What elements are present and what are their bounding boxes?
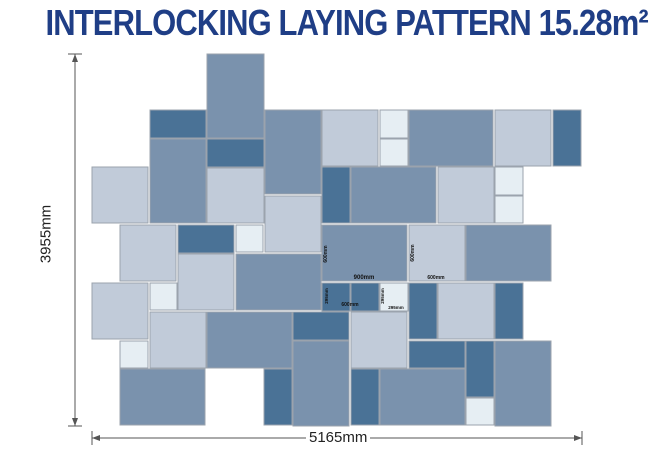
medium-tile (437, 282, 495, 340)
small-tile (379, 282, 409, 312)
small-tile (494, 195, 524, 224)
narrow-tile (292, 311, 350, 341)
narrow-tile (206, 138, 265, 168)
medium-tile (149, 311, 207, 369)
medium-tile (177, 253, 235, 311)
medium-tile (437, 166, 495, 224)
arrowhead-right (574, 435, 582, 441)
tile-size-label: 600mm (341, 302, 359, 308)
tile-size-label: 295mm (324, 288, 329, 304)
large-tile (206, 311, 293, 369)
tile-size-label: 295mm (380, 288, 385, 304)
narrow-tile (350, 368, 380, 426)
medium-tile (264, 195, 322, 253)
medium-tile (350, 311, 408, 369)
page-title: INTERLOCKING LAYING PATTERN 15.28m² (45, 2, 649, 43)
narrow-tile (263, 368, 293, 426)
large-tile (119, 368, 206, 426)
narrow-tile (465, 340, 495, 398)
arrowhead-left (92, 435, 100, 441)
tile-grid (91, 53, 582, 427)
narrow-tile (149, 109, 207, 139)
small-tile (379, 138, 409, 167)
narrow-tile (408, 282, 438, 340)
narrow-tile (321, 282, 351, 312)
medium-tile (119, 224, 177, 282)
large-tile (235, 253, 322, 311)
large-tile (379, 368, 466, 426)
narrow-tile (177, 224, 235, 254)
large-tile (264, 109, 322, 195)
medium-tile (408, 224, 466, 282)
arrowhead-top (72, 54, 78, 62)
narrow-tile (350, 282, 380, 312)
medium-tile (91, 166, 149, 224)
large-tile (149, 138, 207, 224)
medium-tile (206, 167, 265, 224)
width-dimension-label: 5165mm (306, 429, 371, 446)
narrow-tile (552, 109, 582, 167)
small-tile (494, 166, 524, 196)
height-dimension-label: 3955mm (37, 201, 55, 267)
small-tile (379, 109, 409, 139)
large-tile (465, 224, 552, 282)
small-tile (235, 224, 264, 253)
large-tile (206, 53, 265, 139)
large-tile (494, 340, 552, 427)
large-tile (350, 166, 437, 224)
tile-size-label: 600mm (410, 244, 416, 262)
small-tile (119, 340, 149, 369)
large-tile (292, 340, 350, 427)
medium-tile (494, 109, 552, 167)
tile-size-label: 600mm (427, 275, 445, 281)
arrowhead-bottom (72, 418, 78, 426)
tile-size-label: 295mm (388, 305, 404, 310)
tile-size-label: 600mm (323, 245, 329, 263)
narrow-tile (494, 282, 524, 340)
narrow-tile (408, 340, 466, 369)
small-tile (149, 282, 178, 311)
small-tile (465, 397, 495, 426)
medium-tile (91, 282, 149, 340)
large-tile (408, 109, 494, 167)
medium-tile (321, 109, 379, 167)
tile-size-label: 900mm (354, 275, 375, 281)
large-tile (321, 224, 408, 282)
narrow-tile (321, 166, 351, 224)
